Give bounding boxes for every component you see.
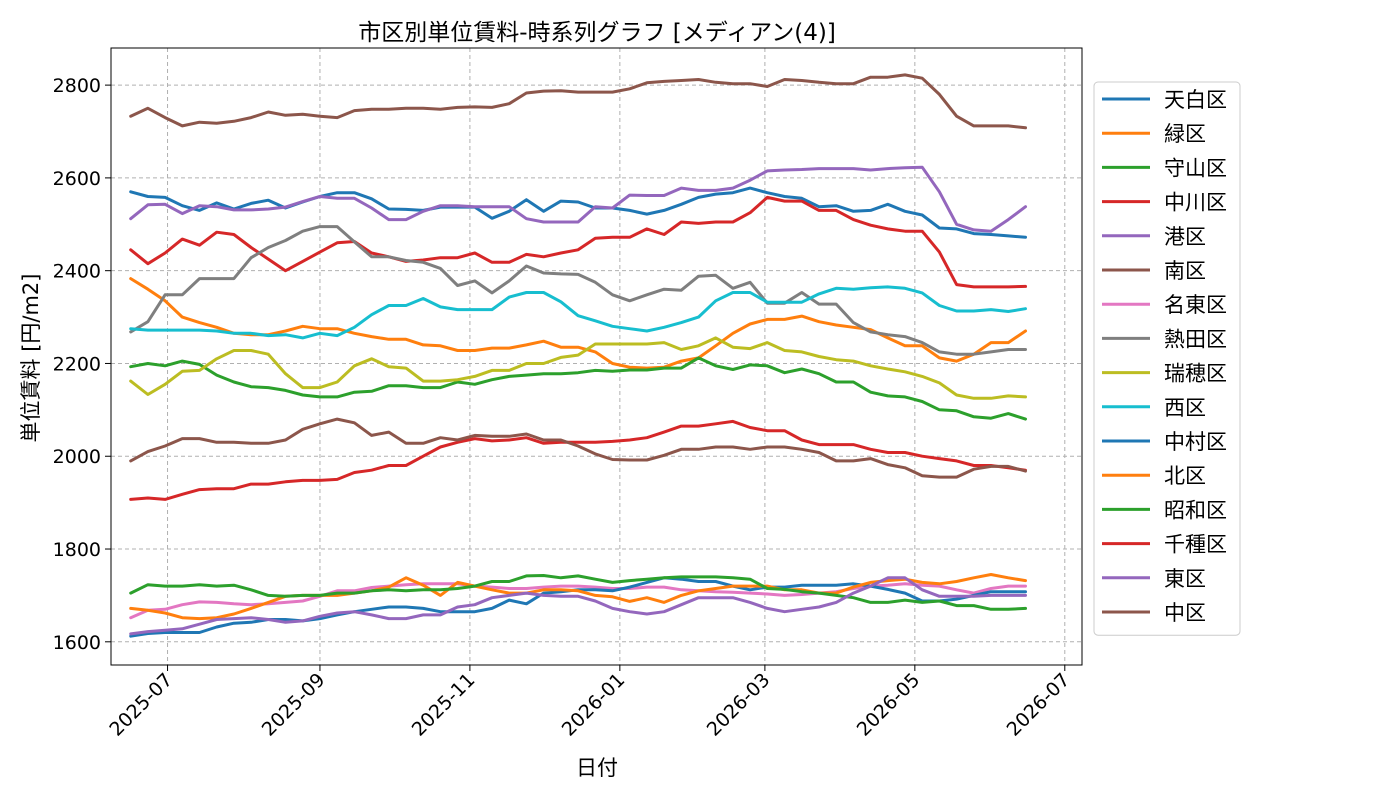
series-line-13	[129, 574, 1027, 611]
series-line-1	[129, 186, 1027, 239]
series-line-14	[129, 419, 1027, 501]
grid	[111, 48, 1082, 665]
legend-label: 天白区	[1164, 88, 1227, 112]
series-line-16	[129, 417, 1027, 479]
legend-label: 瑞穂区	[1164, 362, 1227, 386]
legend-label: 緑区	[1164, 122, 1206, 146]
legend-label: 西区	[1164, 396, 1206, 420]
series-line-6	[129, 73, 1027, 130]
y-axis-label: 単位賃料 [円/m2]	[19, 274, 43, 443]
legend-box	[1093, 81, 1241, 636]
y-tick-label: 2600	[53, 168, 101, 190]
legend-label: 南区	[1164, 259, 1206, 283]
y-tick-label: 2000	[53, 446, 101, 468]
y-axis: 1600 1800 2000 2200 2400 2600 2800	[53, 75, 111, 654]
legend-label: 北区	[1164, 464, 1206, 488]
series-line-10	[129, 285, 1027, 340]
legend-label: 千種区	[1164, 533, 1227, 557]
y-tick-label: 1600	[53, 632, 101, 654]
legend-label: 守山区	[1164, 156, 1227, 180]
legend-label: 熱田区	[1164, 327, 1227, 351]
legend-label: 港区	[1164, 225, 1206, 249]
legend: 天白区緑区守山区中川区港区南区名東区熱田区瑞穂区西区中村区北区昭和区千種区東区中…	[1093, 81, 1241, 636]
legend-label: 中区	[1164, 601, 1206, 625]
y-tick-label: 1800	[53, 539, 101, 561]
y-tick-label: 2400	[53, 261, 101, 283]
x-axis-label: 日付	[576, 756, 618, 780]
series-line-15	[129, 576, 1027, 636]
plot-area-frame	[110, 47, 1083, 666]
legend-label: 中村区	[1164, 430, 1227, 454]
series-line-8	[129, 225, 1027, 356]
chart-title: 市区別単位賃料-時系列グラフ [メディアン(4)]	[358, 20, 836, 46]
legend-label: 名東区	[1164, 293, 1227, 317]
series-lines	[129, 73, 1027, 638]
series-line-9	[129, 336, 1027, 400]
y-tick-label: 2200	[53, 353, 101, 375]
legend-label: 昭和区	[1164, 498, 1227, 522]
legend-label: 東区	[1164, 567, 1206, 591]
legend-label: 中川区	[1164, 191, 1227, 215]
series-line-3	[129, 356, 1027, 421]
y-tick-label: 2800	[53, 75, 101, 97]
series-line-4	[129, 195, 1027, 289]
series-line-5	[129, 165, 1027, 233]
